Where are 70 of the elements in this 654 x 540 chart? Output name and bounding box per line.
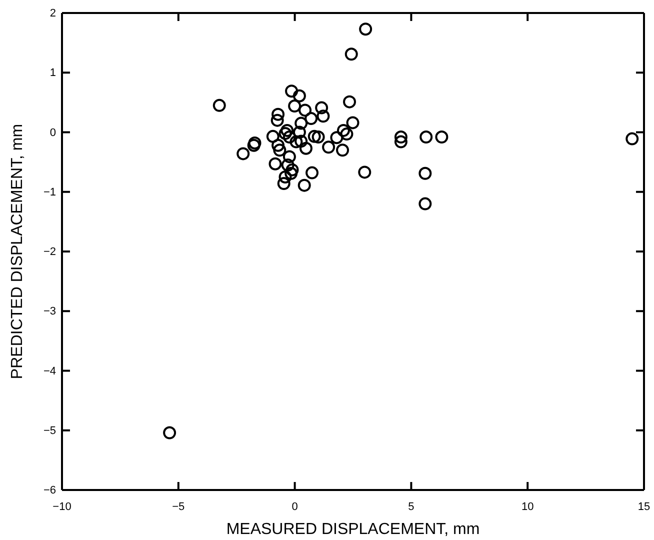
point [212, 98, 226, 112]
point [308, 130, 321, 143]
point [344, 48, 358, 61]
point [304, 112, 318, 126]
point [298, 104, 312, 117]
y-tick-label: 0 [50, 126, 56, 139]
point [306, 166, 319, 180]
point [272, 108, 285, 121]
point [266, 130, 280, 143]
point [292, 126, 306, 139]
point [278, 170, 292, 184]
point [277, 177, 290, 190]
y-tick-label: −4 [43, 365, 56, 378]
point [330, 131, 344, 144]
point [626, 132, 639, 146]
y-tick-label: −2 [43, 246, 56, 258]
y-tick-label: 2 [50, 8, 56, 20]
point [273, 144, 286, 157]
y-tick-label: 1 [50, 67, 56, 80]
point [343, 95, 356, 108]
point [268, 157, 282, 170]
point [418, 166, 432, 180]
point [294, 116, 308, 130]
point [292, 89, 306, 102]
point [282, 130, 296, 144]
point [236, 147, 250, 160]
x-tick-label: 5 [408, 500, 414, 513]
point [420, 130, 433, 144]
point [358, 166, 372, 179]
point [336, 144, 350, 157]
point [281, 158, 294, 172]
point [272, 138, 285, 152]
y-axis-title: PREDICTED DISPLACEMENT, mm [9, 124, 26, 380]
point [247, 138, 260, 152]
y-tick-label: −1 [43, 186, 56, 198]
point [270, 114, 284, 127]
point [284, 166, 298, 180]
point [278, 126, 292, 140]
point [248, 136, 262, 150]
point [290, 135, 303, 148]
point [299, 142, 312, 155]
point [285, 84, 298, 98]
point [282, 150, 296, 164]
x-tick-label: −5 [172, 500, 185, 513]
x-tick-label: 0 [292, 500, 298, 513]
point [394, 130, 408, 144]
point [286, 163, 299, 176]
point [280, 124, 294, 137]
point [322, 140, 336, 154]
point [288, 100, 302, 113]
point [298, 178, 311, 192]
point [340, 128, 354, 141]
point [418, 197, 432, 210]
point [394, 135, 408, 148]
point [316, 110, 330, 123]
y-tick-label: −3 [43, 306, 56, 318]
x-tick-label: −10 [52, 500, 72, 513]
point [312, 130, 325, 144]
point [163, 426, 176, 440]
point [359, 22, 372, 36]
point [435, 130, 448, 144]
point [315, 101, 328, 114]
point [294, 134, 308, 148]
x-axis-title: MEASURED DISPLACEMENT, mm [226, 521, 480, 538]
x-tick-label: 15 [638, 500, 650, 513]
x-tick-label: 10 [521, 500, 534, 513]
point [336, 124, 350, 137]
y-tick-label: −6 [43, 484, 56, 497]
point [346, 116, 360, 130]
y-tick-label: −5 [43, 424, 56, 437]
